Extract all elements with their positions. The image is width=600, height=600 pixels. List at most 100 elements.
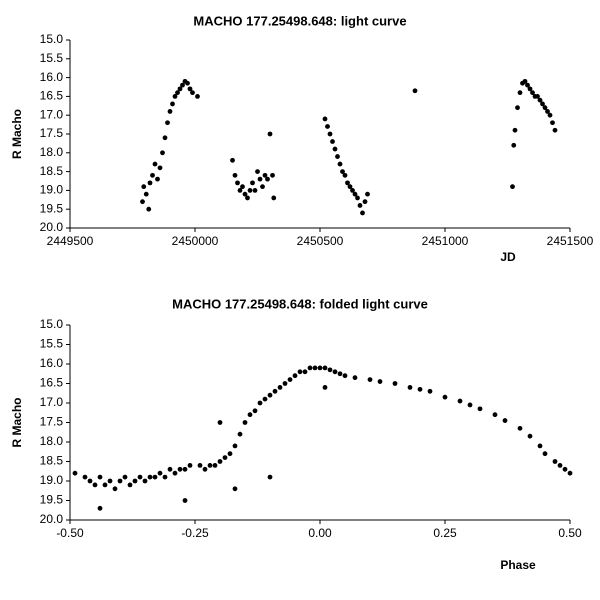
data-point: [392, 381, 398, 386]
data-point: [492, 412, 498, 418]
data-point: [150, 172, 155, 178]
y-tick-label: 17.0: [40, 395, 64, 409]
chart-title: MACHO 177.25498.648: light curve: [193, 13, 406, 28]
data-point: [332, 369, 338, 375]
data-point: [272, 388, 278, 394]
y-tick-label: 16.5: [40, 89, 64, 103]
data-point: [157, 470, 163, 476]
data-point: [140, 199, 145, 205]
data-point: [345, 180, 350, 186]
y-tick-label: 18.5: [40, 164, 64, 178]
data-point: [217, 420, 223, 425]
data-point: [165, 120, 170, 126]
data-point: [332, 146, 338, 152]
y-tick-label: 18.5: [40, 454, 64, 468]
data-point: [557, 463, 563, 468]
data-point: [102, 482, 108, 488]
data-point: [530, 90, 535, 96]
data-point: [362, 199, 368, 205]
data-point: [127, 482, 133, 488]
data-point: [97, 505, 103, 511]
data-point: [230, 157, 235, 163]
data-point: [277, 385, 283, 390]
y-tick-label: 19.5: [40, 493, 64, 507]
data-point: [317, 365, 323, 371]
data-point: [562, 466, 568, 472]
data-point: [177, 86, 183, 92]
data-point: [242, 420, 248, 425]
data-point: [337, 161, 343, 167]
data-point: [535, 94, 540, 99]
y-tick-label: 15.0: [40, 32, 64, 46]
data-point: [227, 451, 233, 457]
data-point: [327, 131, 333, 137]
data-point: [282, 381, 288, 386]
data-point: [322, 385, 328, 390]
data-point: [302, 369, 308, 375]
data-point: [292, 373, 298, 379]
data-point: [267, 474, 273, 480]
y-tick-label: 20.0: [40, 220, 64, 234]
data-point: [350, 188, 355, 193]
data-point: [265, 176, 270, 182]
data-point: [160, 150, 165, 156]
data-point: [257, 400, 263, 406]
data-point: [247, 412, 253, 418]
data-point: [187, 86, 193, 92]
data-point: [232, 486, 238, 492]
data-point: [352, 375, 358, 381]
data-point: [112, 486, 118, 492]
y-tick-label: 15.5: [40, 51, 64, 65]
data-point: [347, 184, 353, 190]
data-point: [180, 82, 185, 88]
data-point: [537, 443, 543, 449]
data-point: [237, 431, 243, 437]
data-point: [312, 365, 318, 371]
x-tick-label: 2451500: [547, 234, 594, 248]
data-point: [427, 388, 433, 394]
data-point: [552, 459, 558, 464]
data-point: [212, 463, 218, 468]
y-tick-label: 16.5: [40, 376, 64, 390]
data-point: [512, 127, 518, 133]
y-tick-label: 16.0: [40, 356, 64, 370]
x-tick-label: 2451000: [422, 234, 469, 248]
data-point: [172, 470, 178, 476]
data-point: [442, 394, 448, 400]
data-point: [477, 406, 483, 412]
data-point: [352, 191, 358, 197]
data-point: [117, 478, 123, 484]
y-tick-label: 19.0: [40, 183, 64, 197]
data-point: [167, 109, 173, 114]
data-point: [365, 191, 370, 197]
y-tick-label: 17.5: [40, 415, 64, 429]
data-point: [137, 474, 143, 480]
data-point: [515, 105, 520, 111]
data-point: [72, 470, 78, 476]
data-point: [237, 188, 243, 193]
data-point: [202, 466, 208, 472]
data-point: [146, 206, 152, 212]
data-point: [307, 365, 313, 371]
data-point: [340, 169, 345, 175]
data-point: [260, 184, 265, 190]
x-tick-label: 2450000: [172, 234, 219, 248]
data-point: [330, 139, 335, 144]
x-axis-title: JD: [500, 250, 516, 264]
x-tick-label: 0.00: [308, 526, 332, 540]
data-point: [152, 474, 158, 480]
y-tick-label: 19.5: [40, 201, 64, 215]
y-tick-label: 19.0: [40, 473, 64, 487]
data-point: [172, 94, 178, 99]
data-point: [155, 176, 160, 182]
data-point: [147, 474, 153, 480]
data-point: [355, 195, 360, 201]
data-point: [141, 184, 147, 190]
data-point: [232, 443, 238, 449]
x-tick-label: -0.50: [56, 526, 84, 540]
data-point: [255, 169, 260, 175]
data-point: [242, 191, 248, 197]
data-point: [250, 180, 255, 186]
data-point: [407, 385, 413, 390]
